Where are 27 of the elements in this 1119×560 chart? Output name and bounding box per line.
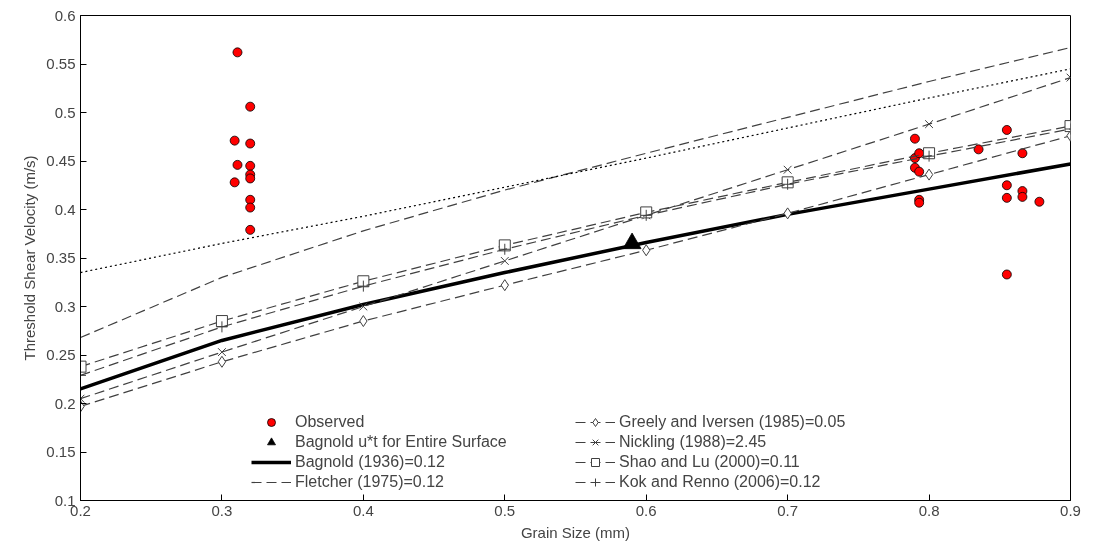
x-tick-label: 0.6 [635, 501, 657, 519]
legend-label: Fletcher (1975)=0.12 [295, 472, 445, 492]
x-tick-label: 0.4 [352, 501, 374, 519]
legend-label: Nickling (1988)=2.45 [619, 432, 768, 452]
x-tick-label: 0.9 [1060, 501, 1081, 519]
x-tick-label: 0.3 [211, 501, 233, 519]
y-tick-label: 0.4 [54, 200, 76, 218]
legend-label: Observed [295, 412, 366, 432]
x-tick-label: 0.5 [494, 501, 516, 519]
y-tick-label: 0.25 [46, 346, 76, 363]
y-tick-label: 0.35 [46, 249, 76, 266]
legend-label: Kok and Renno (2006)=0.12 [619, 472, 822, 492]
y-tick-label: 0.45 [46, 152, 76, 169]
x-tick-label: 0.7 [777, 501, 799, 519]
legend-label: Shao and Lu (2000)=0.11 [619, 452, 801, 472]
legend-label: Greely and Iversen (1985)=0.05 [619, 412, 847, 432]
x-axis-title: Grain Size (mm) [520, 523, 631, 541]
legend-label: Bagnold u*t for Entire Surface [295, 432, 508, 452]
legend-label: Bagnold (1936)=0.12 [295, 452, 446, 472]
y-tick-label: 0.15 [46, 443, 76, 460]
y-tick-label: 0.3 [54, 297, 76, 315]
y-tick-label: 0.55 [46, 55, 76, 72]
y-tick-label: 0.5 [54, 103, 76, 121]
y-tick-label: 0.6 [54, 6, 76, 24]
y-axis-title: Threshold Shear Velocity (m/s) [21, 155, 39, 361]
x-tick-label: 0.8 [918, 501, 940, 519]
y-tick-label: 0.2 [54, 394, 76, 412]
